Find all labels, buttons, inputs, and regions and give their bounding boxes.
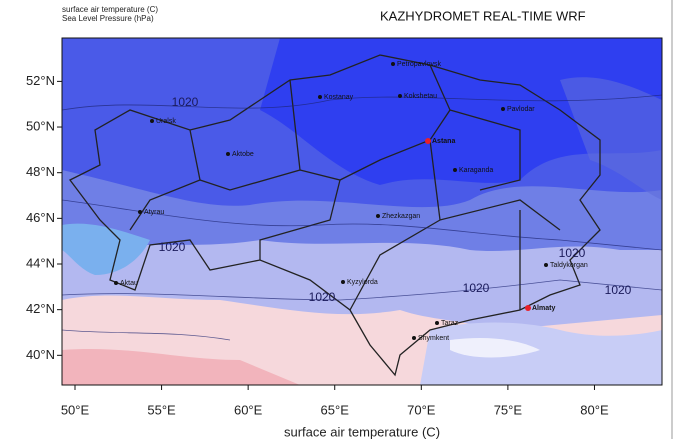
y-tick-label: 50°N [26, 118, 55, 133]
city-label: Taldykorgan [550, 262, 588, 269]
city-marker [391, 62, 395, 66]
city-marker [544, 263, 548, 267]
city-marker [412, 336, 416, 340]
city-marker [453, 168, 457, 172]
city-marker [318, 95, 322, 99]
city-label: Kostanay [324, 94, 354, 101]
city-label: Uralsk [156, 118, 176, 125]
map-frame [61, 37, 663, 386]
y-tick-label: 48°N [26, 164, 55, 179]
x-tick-label: 80°E [580, 402, 609, 417]
city-marker [341, 280, 345, 284]
city-label: Almaty [532, 305, 555, 312]
city-label: Aktau [120, 280, 138, 287]
city-label: Shymkent [418, 335, 449, 342]
city-label: Kyzylorda [347, 279, 378, 286]
isobar-label: 1020 [159, 240, 186, 254]
city-marker [435, 321, 439, 325]
city-label: Zhezkazgan [382, 213, 420, 220]
y-tick-label: 44°N [26, 255, 55, 270]
subtitle: surface air temperature (C) [62, 5, 158, 14]
x-tick-label: 55°E [147, 402, 176, 417]
y-tick-label: 40°N [26, 347, 55, 362]
isobar-label: 1020 [172, 95, 199, 109]
city-label: Pavlodar [507, 106, 535, 113]
city-marker [150, 119, 154, 123]
isobar-label: 1020 [463, 281, 490, 295]
subtitle: Sea Level Pressure (hPa) [62, 14, 154, 23]
map-field [62, 38, 662, 385]
isobar-label: 1020 [309, 290, 336, 304]
city-label: Karaganda [459, 167, 493, 174]
city-marker [376, 214, 380, 218]
city-marker [501, 107, 505, 111]
y-tick-label: 42°N [26, 301, 55, 316]
title: KAZHYDROMET REAL-TIME WRF [380, 8, 586, 23]
city-marker [114, 281, 118, 285]
y-tick-label: 46°N [26, 210, 55, 225]
city-label: Astana [432, 138, 455, 145]
isobar-label: 1020 [559, 246, 586, 260]
city-label: Aktobe [232, 151, 254, 158]
x-axis-label: surface air temperature (C) [284, 424, 440, 439]
city-label: Petropavlovsk [397, 61, 441, 68]
x-tick-label: 70°E [407, 402, 436, 417]
x-tick-label: 50°E [61, 402, 90, 417]
capital-marker [425, 138, 431, 144]
city-marker [226, 152, 230, 156]
city-label: Atyrau [144, 209, 164, 216]
x-tick-label: 60°E [234, 402, 263, 417]
x-tick-label: 65°E [321, 402, 350, 417]
y-tick-label: 52°N [26, 73, 55, 88]
city-label: Kokshetau [404, 93, 437, 100]
capital-marker [525, 305, 531, 311]
city-label: Taraz [441, 320, 459, 327]
city-marker [398, 94, 402, 98]
isobar-label: 1020 [605, 283, 632, 297]
city-marker [138, 210, 142, 214]
x-tick-label: 75°E [494, 402, 523, 417]
